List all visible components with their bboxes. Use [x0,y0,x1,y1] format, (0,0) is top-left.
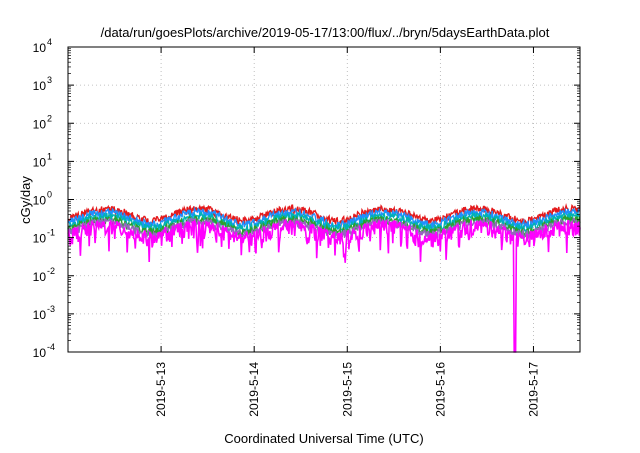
x-tick-label: 2019-5-16 [433,362,447,417]
x-tick-label: 2019-5-13 [154,362,168,417]
x-tick-label: 2019-5-14 [247,362,261,417]
y-tick-label: 10 [33,194,47,208]
y-tick-exponent: 0 [47,190,52,200]
x-tick-label: 2019-5-17 [526,362,540,417]
series-line [67,218,581,353]
y-tick-exponent: -2 [47,266,55,276]
x-axis-label: Coordinated Universal Time (UTC) [224,431,423,446]
y-tick-exponent: 1 [47,151,52,161]
chart-title: /data/run/goesPlots/archive/2019-05-17/1… [101,25,550,40]
y-tick-label: 10 [33,117,47,131]
y-tick-exponent: -3 [47,304,55,314]
y-tick-label: 10 [33,41,47,55]
y-tick-exponent: -4 [47,342,55,352]
y-tick-exponent: 2 [47,113,52,123]
y-axis-label: cGy/day [18,176,33,224]
y-tick-exponent: 4 [47,37,52,47]
y-tick-label: 10 [33,346,47,360]
series-group [67,203,581,353]
x-tick-label: 2019-5-15 [340,362,354,417]
y-tick-label: 10 [33,155,47,169]
grid [68,47,580,352]
y-tick-label: 10 [33,308,47,322]
y-tick-label: 10 [33,79,47,93]
y-tick-label: 10 [33,270,47,284]
y-tick-exponent: -1 [47,228,55,238]
y-tick-label: 10 [33,232,47,246]
y-tick-exponent: 3 [47,75,52,85]
